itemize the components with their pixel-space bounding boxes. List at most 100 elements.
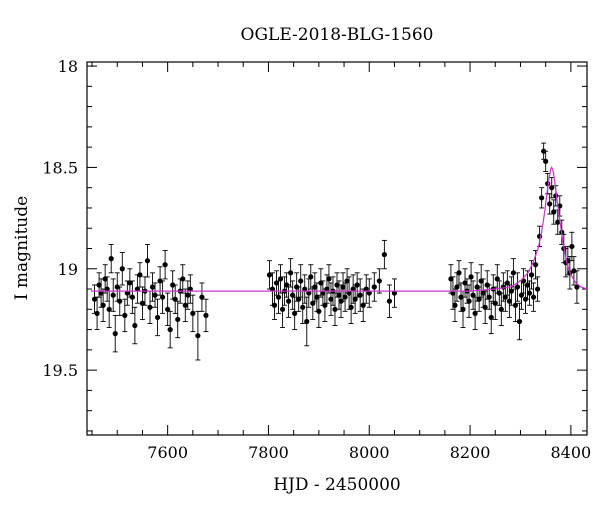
data-point xyxy=(342,294,348,300)
data-point xyxy=(273,280,280,286)
y-tick-label: 19 xyxy=(58,260,78,279)
y-axis-label: I magnitude xyxy=(12,196,32,300)
data-point xyxy=(275,294,282,300)
data-point xyxy=(480,290,486,296)
data-point xyxy=(456,270,462,276)
data-point xyxy=(452,302,458,308)
data-point xyxy=(547,201,553,207)
data-point xyxy=(203,312,209,318)
axis-ticks xyxy=(87,62,587,435)
data-point xyxy=(328,296,334,302)
data-point xyxy=(494,276,500,282)
data-point xyxy=(549,185,555,191)
data-point xyxy=(500,284,506,290)
data-point xyxy=(458,294,464,300)
data-point xyxy=(482,304,488,310)
data-point xyxy=(344,278,350,284)
data-point xyxy=(318,280,324,286)
data-point xyxy=(290,292,296,298)
data-point xyxy=(502,294,508,300)
data-point xyxy=(187,286,193,292)
data-point xyxy=(324,286,330,292)
y-tick-label: 19.5 xyxy=(42,361,78,380)
data-point xyxy=(108,256,114,262)
data-point xyxy=(298,278,304,284)
data-point xyxy=(532,262,539,268)
data-point xyxy=(386,298,393,304)
data-point xyxy=(574,284,580,290)
data-point xyxy=(478,278,484,284)
data-point xyxy=(498,306,504,312)
error-bars xyxy=(92,142,580,361)
data-point xyxy=(530,294,537,300)
data-point xyxy=(167,326,173,333)
data-point xyxy=(100,302,106,308)
data-point xyxy=(492,300,498,306)
data-point xyxy=(332,306,338,312)
data-point xyxy=(516,318,523,325)
data-point xyxy=(510,270,517,276)
data-point xyxy=(308,274,314,280)
data-point xyxy=(102,276,108,282)
data-point xyxy=(314,294,320,300)
data-point xyxy=(279,306,286,312)
data-point xyxy=(506,298,512,304)
data-point xyxy=(460,306,466,312)
data-point xyxy=(539,195,545,201)
data-point xyxy=(316,308,322,314)
data-point xyxy=(157,278,163,284)
data-point xyxy=(522,296,529,302)
data-point xyxy=(277,276,284,282)
data-point xyxy=(340,284,346,290)
data-point xyxy=(535,286,541,292)
data-point xyxy=(269,286,276,292)
data-point xyxy=(363,286,369,292)
data-point xyxy=(322,302,328,308)
data-point xyxy=(296,296,302,302)
data-point xyxy=(96,282,102,288)
data-point xyxy=(117,298,123,304)
data-point xyxy=(271,302,278,308)
data-point xyxy=(474,284,480,290)
y-tick-label: 18 xyxy=(58,57,78,76)
data-point xyxy=(144,258,151,264)
data-point xyxy=(350,286,356,292)
data-point xyxy=(354,282,360,288)
data-point xyxy=(294,284,300,290)
data-point xyxy=(304,318,310,325)
data-point xyxy=(512,302,519,308)
data-point xyxy=(391,290,398,296)
data-point xyxy=(137,272,143,278)
data-point xyxy=(371,284,377,290)
data-point xyxy=(283,282,290,288)
data-point xyxy=(476,296,482,302)
data-point xyxy=(286,298,292,304)
data-point xyxy=(172,296,178,302)
data-point xyxy=(551,209,557,215)
data-point xyxy=(119,266,125,272)
data-point xyxy=(306,290,312,296)
data-point xyxy=(124,290,130,296)
data-point xyxy=(149,284,156,290)
data-point xyxy=(528,272,535,278)
data-point xyxy=(541,148,547,154)
data-point xyxy=(104,286,110,292)
x-tick-label: 8400 xyxy=(551,443,592,462)
data-point xyxy=(190,310,196,316)
data-point xyxy=(360,302,366,308)
data-point xyxy=(357,292,363,298)
data-point xyxy=(466,298,472,304)
data-point xyxy=(488,314,494,321)
data-point xyxy=(496,290,502,296)
data-point xyxy=(518,292,525,298)
x-tick-labels: 7600 7800 8000 8200 8400 xyxy=(147,443,591,462)
data-point xyxy=(300,304,306,310)
data-point xyxy=(346,290,352,296)
data-point xyxy=(132,322,138,329)
data-point xyxy=(114,284,120,290)
x-tick-label: 7800 xyxy=(248,443,289,462)
data-point xyxy=(555,219,561,225)
data-point xyxy=(302,286,308,292)
data-point xyxy=(336,292,342,298)
